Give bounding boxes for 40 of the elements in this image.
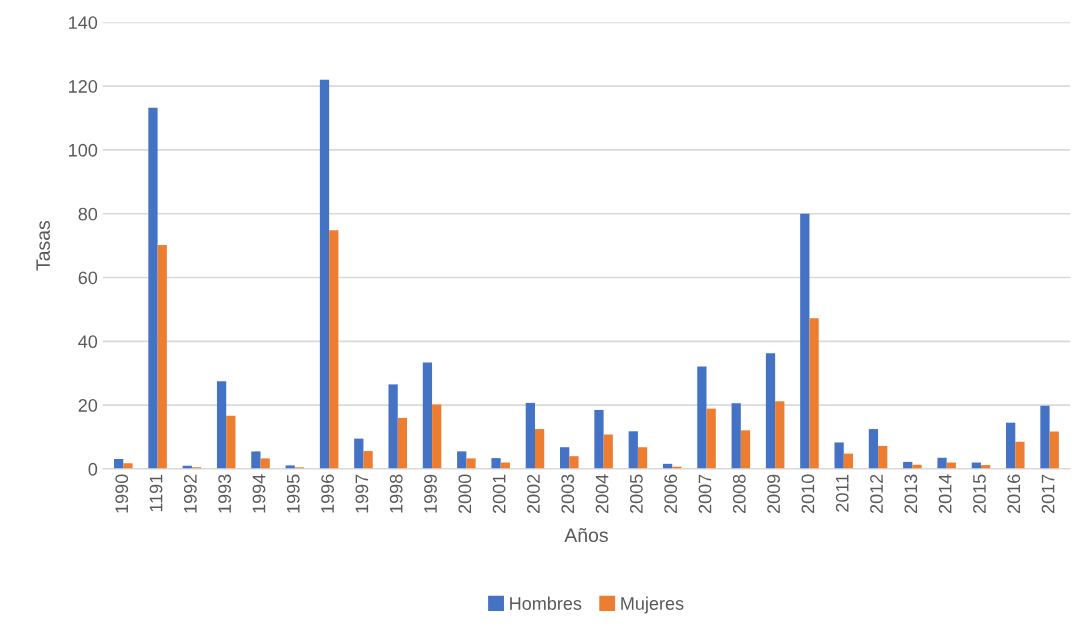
- x-tick-label: 1999: [424, 474, 437, 513]
- x-tick-label: 1993: [218, 474, 232, 513]
- y-tick-label: 120: [69, 80, 98, 93]
- x-tick-label: 2001: [492, 474, 506, 514]
- x-tick-label: 2016: [1007, 474, 1021, 514]
- y-tick-label: 100: [69, 143, 98, 157]
- x-tick-label: 1994: [252, 474, 266, 513]
- x-tick-label: 2007: [698, 474, 712, 514]
- x-axis-title: Años: [564, 527, 608, 543]
- x-tick-label: 2003: [561, 474, 575, 514]
- y-tick-label: 0: [88, 462, 98, 476]
- x-tick-label: 1995: [286, 474, 300, 513]
- x-tick-label: 1996: [321, 474, 334, 513]
- x-tick-label: 2005: [629, 474, 643, 514]
- x-tick-label: 2010: [801, 474, 815, 514]
- x-tick-label: 1992: [183, 474, 197, 513]
- y-tick-label: 20: [78, 399, 98, 412]
- legend-label: Mujeres: [621, 596, 684, 614]
- x-tick-label: 2017: [1041, 474, 1055, 514]
- y-tick-label: 140: [69, 16, 98, 30]
- y-tick-label: 60: [78, 271, 98, 285]
- x-tick-label: 2006: [664, 474, 678, 514]
- x-tick-label: 2000: [458, 474, 472, 514]
- y-tick-label: 40: [78, 335, 98, 349]
- x-tick-label: 2012: [870, 474, 883, 514]
- x-tick-label: 2013: [904, 474, 918, 514]
- x-tick-label: 1990: [115, 474, 129, 513]
- y-tick-label: 80: [78, 207, 98, 221]
- x-tick-label: 1191: [149, 474, 163, 512]
- y-axis-title: Tasas: [36, 220, 50, 271]
- x-tick-label: 2011: [835, 474, 849, 512]
- x-tick-label: 1997: [355, 474, 369, 513]
- x-tick-label: 2009: [767, 474, 780, 514]
- x-tick-label: 1998: [389, 474, 403, 513]
- legend-label: Hombres: [510, 596, 582, 610]
- x-tick-label: 2014: [938, 474, 952, 514]
- x-tick-label: 2004: [595, 474, 609, 514]
- x-tick-label: 2002: [527, 474, 540, 514]
- x-tick-label: 2015: [973, 474, 986, 514]
- x-tick-label: 2008: [732, 474, 746, 514]
